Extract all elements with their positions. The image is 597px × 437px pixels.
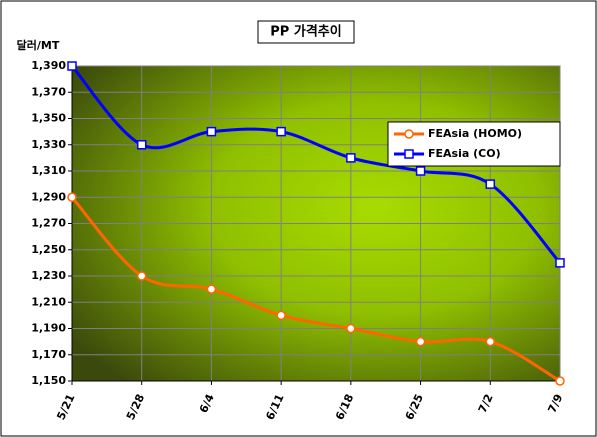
- marker: [136, 271, 147, 281]
- y-tick-label: 1,150: [31, 374, 66, 387]
- marker: [415, 166, 426, 176]
- y-tick-label: 1,270: [31, 217, 66, 230]
- y-tick-label: 1,350: [31, 112, 66, 125]
- y-tick-label: 1,290: [31, 190, 66, 203]
- marker: [276, 310, 286, 321]
- legend-marker: [404, 129, 414, 139]
- marker: [206, 126, 217, 137]
- y-tick-label: 1,370: [31, 85, 66, 98]
- y-tick-label: 1,330: [31, 138, 66, 151]
- marker: [67, 61, 77, 71]
- marker: [206, 284, 217, 294]
- marker: [555, 258, 565, 268]
- y-tick-label: 1,250: [31, 243, 66, 256]
- marker: [346, 153, 356, 163]
- marker: [485, 336, 496, 347]
- chart-title: PP 가격추이: [270, 24, 341, 40]
- legend-label: FEAsia (CO): [428, 147, 501, 160]
- y-tick-label: 1,230: [31, 269, 66, 282]
- y-tick-label: 1,190: [31, 322, 66, 335]
- legend-marker: [404, 149, 414, 159]
- marker: [67, 192, 77, 202]
- marker: [485, 179, 496, 189]
- legend-box: [387, 121, 561, 167]
- y-tick-label: 1,310: [31, 164, 66, 177]
- y-tick-label: 1,210: [31, 295, 66, 308]
- marker: [415, 336, 426, 347]
- marker: [555, 376, 565, 386]
- marker: [276, 126, 286, 137]
- legend-label: FEAsia (HOMO): [428, 127, 522, 140]
- marker: [136, 140, 147, 150]
- y-tick-label: 1,170: [31, 348, 66, 361]
- y-axis-label: 달러/MT: [17, 38, 60, 52]
- marker: [346, 323, 356, 334]
- title-box: [257, 20, 355, 44]
- y-tick-label: 1,390: [31, 59, 66, 72]
